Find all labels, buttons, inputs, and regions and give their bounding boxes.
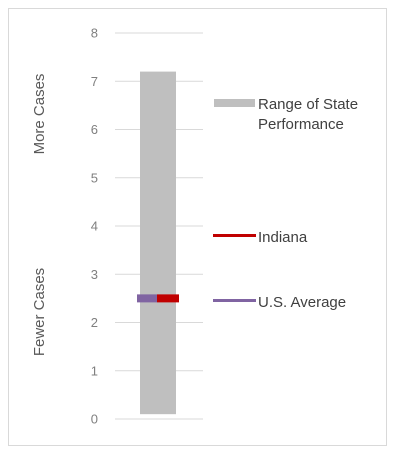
legend-us-average-swatch <box>213 299 256 302</box>
legend: Range of State Performance Indiana U.S. … <box>213 96 358 311</box>
legend-indiana-swatch <box>213 234 256 237</box>
y-axis-tick-labels: 0 1 2 3 4 5 6 7 8 <box>91 26 98 427</box>
y-tick-label: 5 <box>91 170 98 185</box>
legend-label-range-line1: Range of State <box>258 96 358 113</box>
y-axis-label-fewer-cases: Fewer Cases <box>31 268 48 356</box>
y-tick-label: 4 <box>91 219 98 234</box>
y-axis-label-more-cases: More Cases <box>31 74 48 155</box>
y-tick-label: 8 <box>91 26 98 41</box>
y-tick-label: 7 <box>91 74 98 89</box>
indiana-marker <box>157 294 179 303</box>
legend-label-indiana: Indiana <box>258 229 308 246</box>
y-tick-label: 2 <box>91 315 98 330</box>
us-average-marker <box>137 294 157 303</box>
y-tick-label: 6 <box>91 122 98 137</box>
legend-label-range-line2: Performance <box>258 116 344 133</box>
state-range-bar <box>140 71 176 415</box>
legend-range-swatch <box>214 99 255 107</box>
legend-label-us-average: U.S. Average <box>258 294 346 311</box>
y-tick-label: 3 <box>91 267 98 282</box>
y-tick-label: 0 <box>91 412 98 427</box>
y-tick-label: 1 <box>91 363 98 378</box>
